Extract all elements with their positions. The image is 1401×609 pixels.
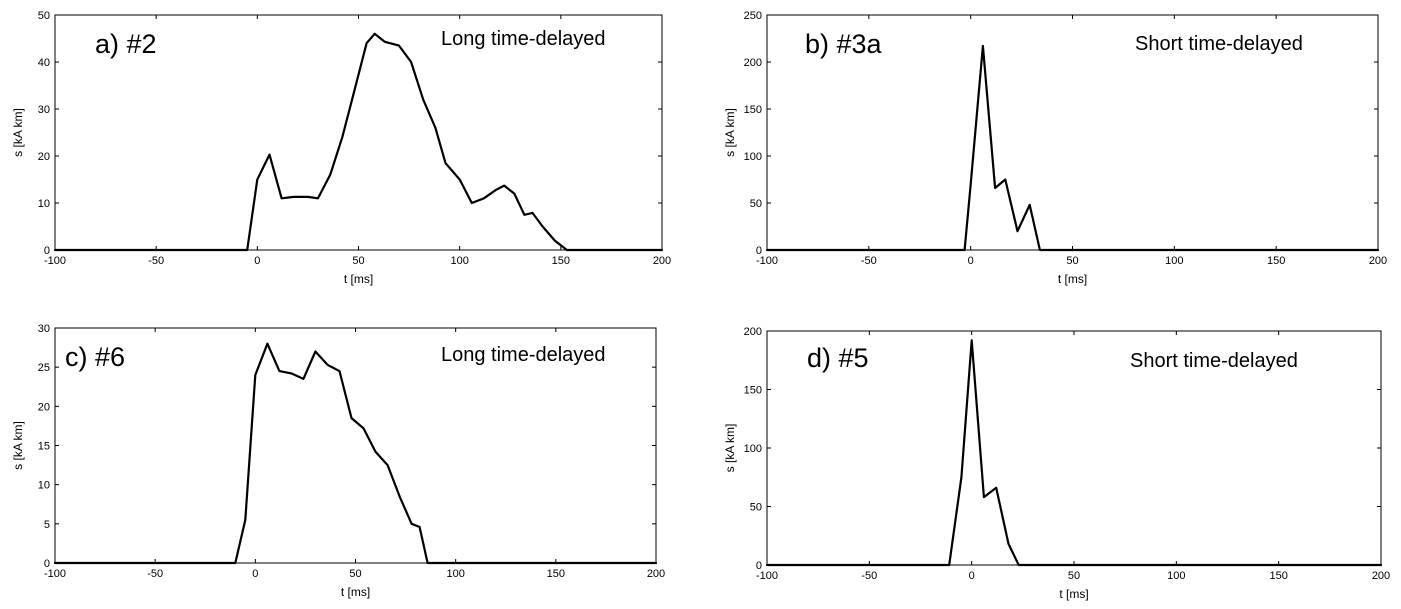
y-tick-label: 200 (744, 57, 762, 69)
x-tick-label: 50 (1068, 570, 1080, 582)
y-tick-label: 100 (744, 443, 762, 455)
chart-panel-4: -100 -50 0 50 100 150 200 0 50 100 150 200 t [ms] s [… (723, 326, 1390, 601)
x-tick-label: 100 (450, 255, 468, 267)
y-tick-label: 250 (744, 10, 762, 22)
x-tick-label: 200 (653, 255, 671, 267)
x-tick-label: 50 (352, 255, 364, 267)
y-tick-label: 100 (744, 151, 762, 163)
chart-panel-2: -100 -50 0 50 100 150 200 0 50 100 150 200 250 t [ms]… (723, 10, 1387, 286)
y-tick-label: 150 (744, 104, 762, 116)
y-axis-label: s [kA km] (723, 108, 737, 157)
x-tick-label: -100 (44, 255, 66, 267)
y-axis-label: s [kA km] (11, 421, 25, 470)
y-tick-label: 15 (38, 441, 50, 453)
y-axis-label: s [kA km] (723, 424, 737, 473)
y-tick-label: 0 (756, 245, 762, 257)
x-tick-label: -50 (861, 570, 877, 582)
x-tick-label: 100 (446, 568, 464, 580)
chart-panel-1: -100 -50 0 50 100 150 200 0 10 20 30 40 50 t [ms] s [k… (11, 10, 671, 286)
y-tick-label: 50 (750, 502, 762, 514)
panel-label: b) #3a (805, 29, 883, 59)
y-tick-label: 200 (744, 326, 762, 338)
y-tick-label: 30 (38, 104, 50, 116)
y-tick-label: 10 (38, 198, 50, 210)
x-tick-label: 0 (969, 570, 975, 582)
panel-annotation: Short time-delayed (1130, 350, 1298, 372)
series-line-1 (53, 32, 664, 252)
y-axis-label: s [kA km] (11, 108, 25, 157)
x-tick-label: -50 (148, 255, 164, 267)
series-line-1 (765, 339, 1383, 567)
x-tick-label: 50 (1066, 255, 1078, 267)
y-tick-label: 40 (38, 57, 50, 69)
series-line-1 (53, 342, 658, 565)
x-tick-label: -100 (756, 255, 778, 267)
y-tick-label: 25 (38, 362, 50, 374)
y-tick-label: 50 (38, 10, 50, 22)
x-tick-label: 0 (254, 255, 260, 267)
y-tick-label: 150 (744, 385, 762, 397)
x-tick-label: 100 (1165, 255, 1183, 267)
panel-annotation: Long time-delayed (441, 344, 606, 366)
x-tick-label: 200 (647, 568, 665, 580)
x-tick-label: 50 (349, 568, 361, 580)
x-axis-label: t [ms] (1059, 587, 1088, 601)
y-tick-label: 0 (44, 245, 50, 257)
panel-label: d) #5 (807, 343, 869, 373)
panel-label: a) #2 (95, 29, 157, 59)
x-tick-label: 150 (547, 568, 565, 580)
x-tick-label: 200 (1372, 570, 1390, 582)
x-tick-label: 0 (252, 568, 258, 580)
y-tick-label: 20 (38, 151, 50, 163)
panel-annotation: Long time-delayed (441, 28, 606, 50)
x-tick-label: 200 (1369, 255, 1387, 267)
x-tick-label: -100 (756, 570, 778, 582)
chart-panel-3: -100 -50 0 50 100 150 200 0 5 10 15 20 25 30 t [ms] s [… (11, 323, 665, 599)
y-tick-label: 50 (750, 198, 762, 210)
x-tick-label: 150 (552, 255, 570, 267)
y-tick-label: 20 (38, 401, 50, 413)
x-axis-label: t [ms] (344, 272, 373, 286)
y-tick-label: 0 (44, 558, 50, 570)
x-tick-label: -100 (44, 568, 66, 580)
panel-annotation: Short time-delayed (1135, 33, 1303, 55)
series-line-1 (765, 44, 1380, 252)
y-tick-label: 30 (38, 323, 50, 335)
y-tick-label: 0 (756, 560, 762, 572)
panel-label: c) #6 (65, 342, 125, 372)
x-tick-label: -50 (147, 568, 163, 580)
x-tick-label: 150 (1267, 255, 1285, 267)
x-axis-label: t [ms] (1058, 272, 1087, 286)
x-axis-label: t [ms] (341, 585, 370, 599)
x-tick-label: 150 (1269, 570, 1287, 582)
x-tick-label: 0 (968, 255, 974, 267)
y-tick-label: 5 (44, 519, 50, 531)
x-tick-label: 100 (1167, 570, 1185, 582)
y-tick-label: 10 (38, 480, 50, 492)
x-tick-label: -50 (861, 255, 877, 267)
